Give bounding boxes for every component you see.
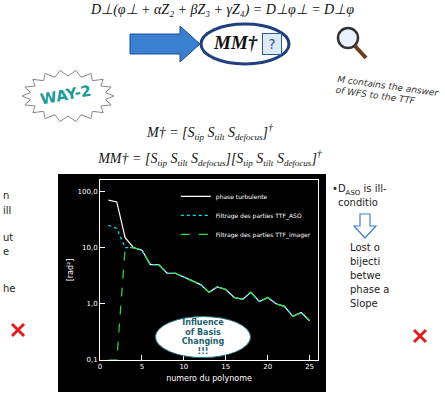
html-text:ut: ut [3,232,14,243]
html-text:betwe: betwe [350,270,381,281]
html-text:bijecti: bijecti [350,256,381,267]
svg-text:Filtrage des parties TTF_ASO: Filtrage des parties TTF_ASO [216,212,302,220]
html-text:Influence: Influence [182,318,224,327]
svg-text:15: 15 [221,363,230,371]
svg-text:[rad²]: [rad²] [66,259,75,282]
html-text:•DASOis ill-: •DASOis ill- [332,183,387,197]
svg-text:10,0: 10,0 [82,244,98,252]
html-text:of Basis: of Basis [185,327,221,337]
html-text:of WFS to the TTF: of WFS to the TTF [335,84,416,106]
html-text:D⊥(φ⊥ + αZ₂ + βZ₃ + γZ₄) = D⊥φ: D⊥(φ⊥ + αZ₂ + βZ₃ + γZ₄) = D⊥φ⊥ = D⊥φ [91,2,354,17]
html-text:ill: ill [3,205,12,216]
svg-text:phase turbulente: phase turbulente [216,193,268,201]
svg-text:5: 5 [140,363,144,371]
svg-text:Filtrage des parties TTF_image: Filtrage des parties TTF_imager [216,231,311,239]
html-text:WAY-2: WAY-2 [38,81,93,109]
html-text:Lost o: Lost o [350,242,380,253]
html-text:MM†: MM† [214,32,258,53]
svg-text:25: 25 [305,363,314,371]
html-text:n: n [3,190,10,201]
html-text:Slope: Slope [350,298,378,309]
svg-text:numero du polynome: numero du polynome [166,374,252,383]
html-text:e: e [3,246,10,257]
html-text:he: he [3,283,16,294]
html-text:Changing: Changing [181,337,225,346]
svg-text:20: 20 [263,363,272,371]
svg-text:0,1: 0,1 [86,356,97,364]
svg-text:100,0: 100,0 [78,188,98,196]
html-text:conditio: conditio [338,197,378,208]
svg-text:0: 0 [98,363,102,371]
html-text:M contains the answer: M contains the answer [336,74,439,99]
html-text:M† = [Stip Stilt Sdefocus]†: M† = [Stip Stilt Sdefocus]† [147,122,273,143]
svg-text:1,0: 1,0 [86,300,97,308]
html-text:phase a: phase a [350,284,390,295]
html-text:MM† = [Stip StiltSdefocus] [St: MM† = [Stip StiltSdefocus] [Stip StiltSd… [98,148,322,169]
svg-text:10: 10 [179,363,188,371]
